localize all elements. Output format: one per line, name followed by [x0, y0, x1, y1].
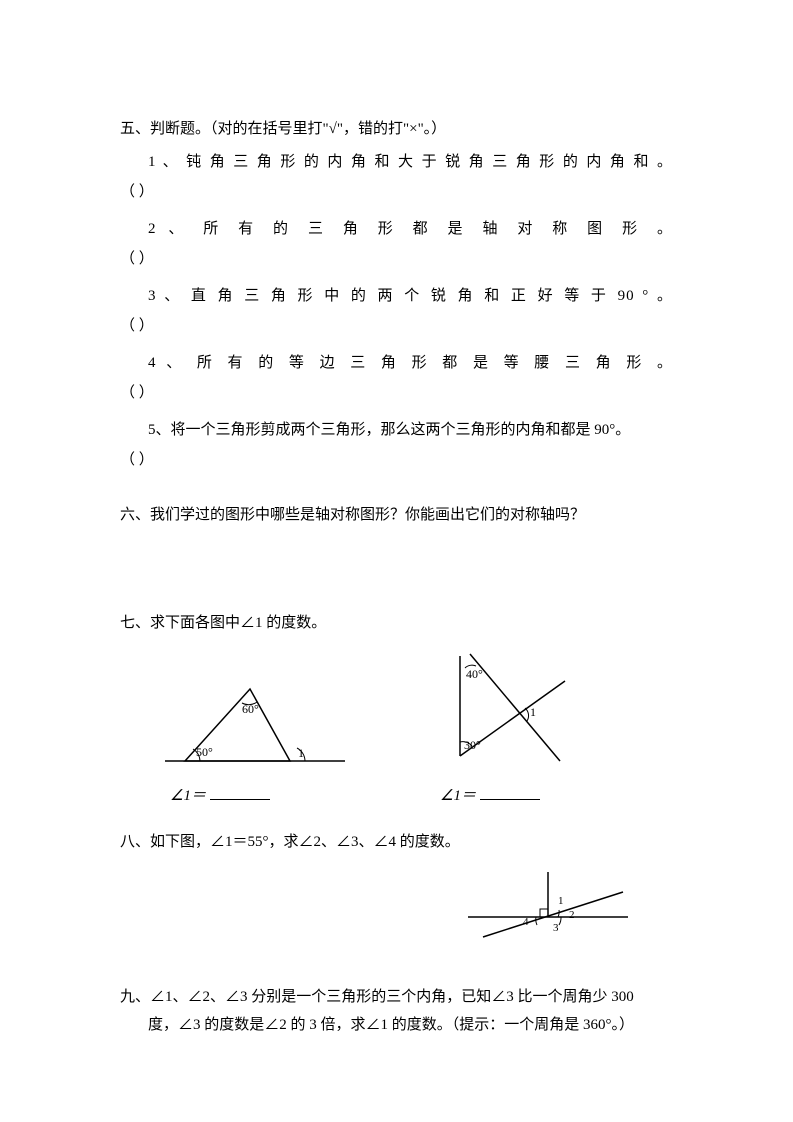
angle-1b-label: 1	[530, 705, 536, 719]
q5-3-paren: （ ）	[120, 312, 673, 341]
angle-1-label: 1	[298, 746, 304, 760]
figures-row: 50° 60° 1 ∠1＝ 40°	[120, 646, 673, 811]
section-five: 五、判断题。（对的在括号里打"√"，错的打"×"。） 1 、 钝 角 三 角 形…	[120, 115, 673, 475]
q5-5-paren: （ ）	[120, 446, 673, 475]
q5-1: 1 、 钝 角 三 角 形 的 内 角 和 大 于 锐 角 三 角 形 的 内 …	[120, 148, 673, 177]
q5-4-paren: （ ）	[120, 379, 673, 408]
label-1: 1	[558, 895, 564, 907]
answer-2-prefix: ∠1＝	[440, 788, 476, 804]
figure-2: 40° 30° 1 ∠1＝	[430, 646, 580, 811]
section-eight: 八、如下图，∠1＝55°，求∠2、∠3、∠4 的度数。 1 2 3 4	[120, 828, 673, 947]
blank-line-2	[480, 799, 540, 800]
angle-40-label: 40°	[466, 667, 483, 681]
section-six: 六、我们学过的图形中哪些是轴对称图形？你能画出它们的对称轴吗？	[120, 501, 673, 530]
answer-1-prefix: ∠1＝	[170, 788, 206, 804]
section-five-title: 五、判断题。（对的在括号里打"√"，错的打"×"。）	[120, 115, 673, 144]
q5-4: 4 、 所 有 的 等 边 三 角 形 都 是 等 腰 三 角 形 。	[120, 349, 673, 378]
section-eight-title: 八、如下图，∠1＝55°，求∠2、∠3、∠4 的度数。	[120, 828, 673, 857]
section-seven: 七、求下面各图中∠1 的度数。 50° 60° 1 ∠1＝	[120, 609, 673, 810]
section-seven-title: 七、求下面各图中∠1 的度数。	[120, 609, 673, 638]
q5-3: 3 、 直 角 三 角 形 中 的 两 个 锐 角 和 正 好 等 于 90 °…	[120, 282, 673, 311]
q5-1-paren: （ ）	[120, 178, 673, 207]
section-eight-figure: 1 2 3 4	[120, 867, 673, 947]
angle-30-label: 30°	[464, 738, 481, 752]
section-six-title: 六、我们学过的图形中哪些是轴对称图形？你能画出它们的对称轴吗？	[120, 501, 673, 530]
angles-figure-icon: 1 2 3 4	[463, 867, 633, 947]
figure-1-answer: ∠1＝	[160, 782, 350, 811]
label-2: 2	[569, 909, 575, 921]
q5-2: 2 、 所 有 的 三 角 形 都 是 轴 对 称 图 形 。	[120, 215, 673, 244]
section-nine-line2: 度，∠3 的度数是∠2 的 3 倍，求∠1 的度数。（提示：一个周角是 360°…	[120, 1011, 673, 1040]
label-3: 3	[553, 922, 559, 934]
figure-2-answer: ∠1＝	[430, 782, 580, 811]
label-4: 4	[523, 916, 529, 928]
q5-2-paren: （ ）	[120, 245, 673, 274]
section-nine: 九、∠1、∠2、∠3 分别是一个三角形的三个内角，已知∠3 比一个周角少 300…	[120, 983, 673, 1040]
section-nine-line1: 九、∠1、∠2、∠3 分别是一个三角形的三个内角，已知∠3 比一个周角少 300	[120, 983, 673, 1012]
crossing-lines-icon: 40° 30° 1	[430, 646, 580, 776]
angle-60-label: 60°	[242, 702, 259, 716]
figure-1: 50° 60° 1 ∠1＝	[160, 671, 350, 811]
angle-50-label: 50°	[196, 745, 213, 759]
triangle-figure-icon: 50° 60° 1	[160, 671, 350, 776]
blank-line	[210, 799, 270, 800]
q5-5: 5、将一个三角形剪成两个三角形，那么这两个三角形的内角和都是 90°。	[120, 416, 673, 445]
